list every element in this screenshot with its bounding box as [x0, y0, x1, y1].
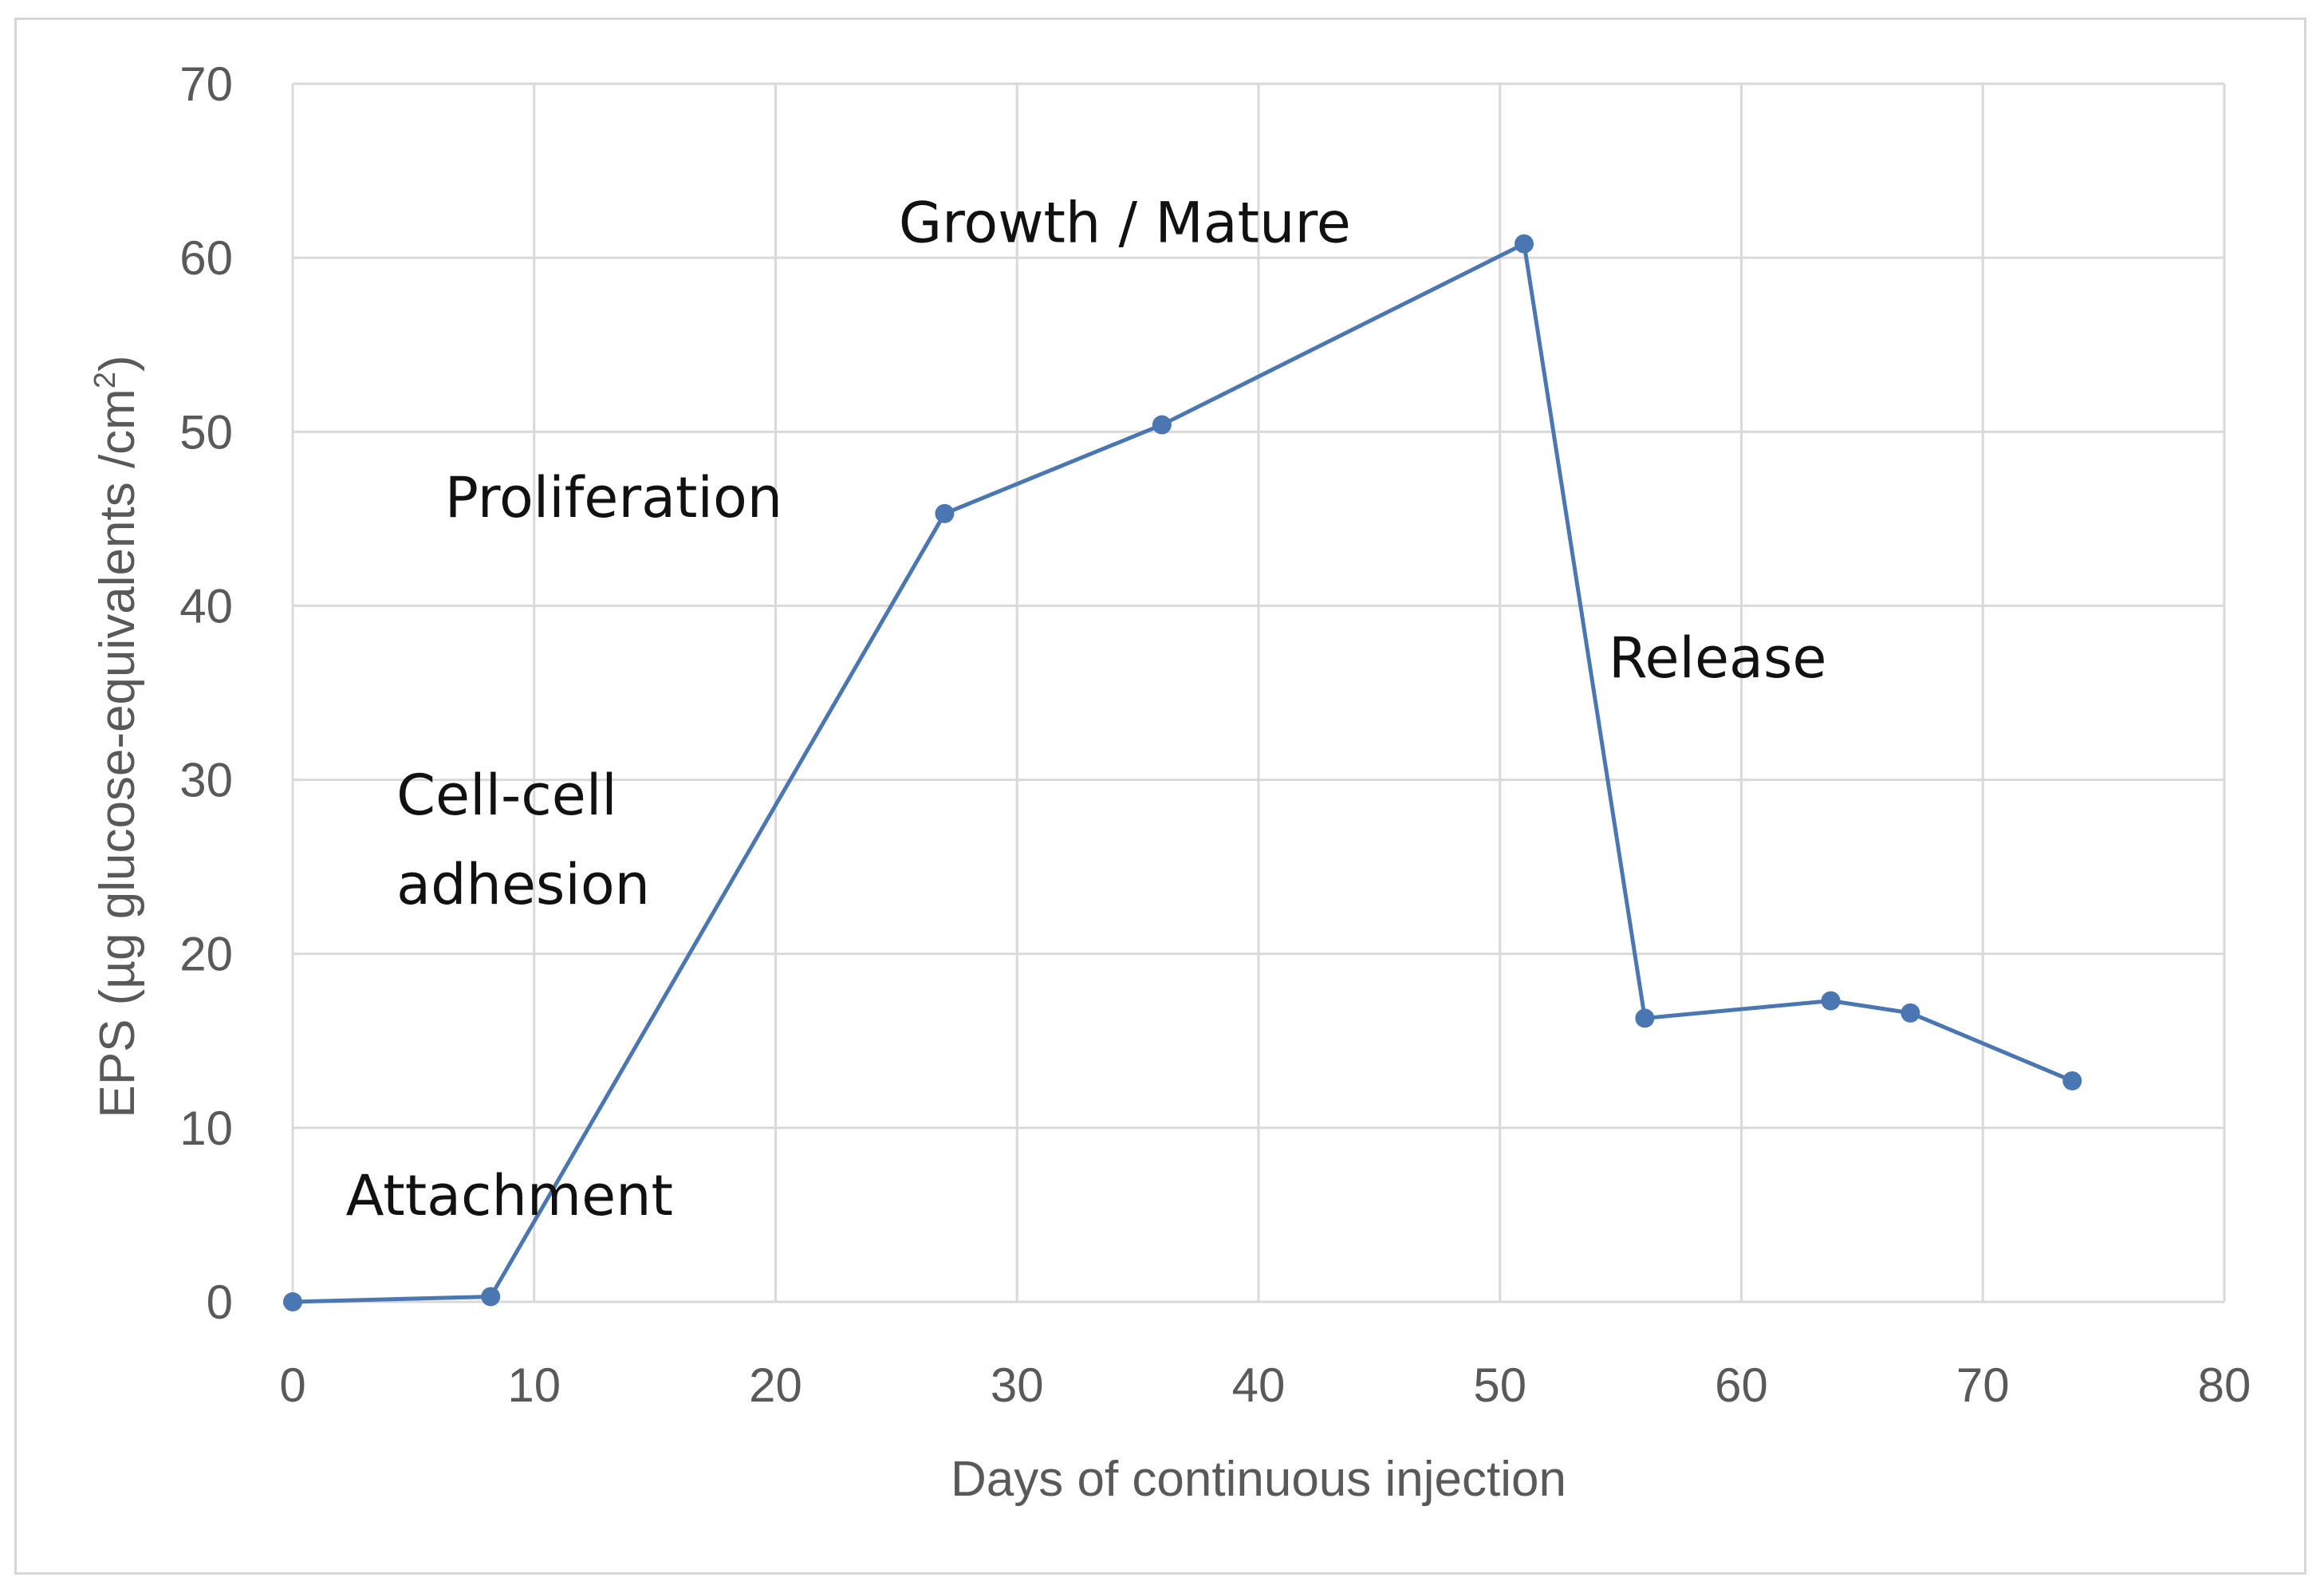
- x-axis-ticks: 0 10 20 30 40 50 60 70 80: [279, 1358, 2251, 1412]
- data-point: [2062, 1071, 2082, 1090]
- annotation-line: Cell-cell: [396, 763, 617, 828]
- data-point: [1901, 1003, 1920, 1023]
- y-tick-label: 10: [179, 1102, 233, 1155]
- data-point: [481, 1287, 501, 1307]
- x-tick-label: 10: [507, 1358, 561, 1412]
- y-tick-label: 50: [179, 405, 233, 459]
- x-tick-label: 40: [1232, 1358, 1286, 1412]
- series-layer: [283, 234, 2082, 1311]
- x-tick-label: 80: [2198, 1358, 2251, 1412]
- gridlines: [291, 82, 2226, 1303]
- y-tick-label: 70: [179, 57, 233, 111]
- y-axis-title: EPS (µg glucose-equivalents /cm2): [89, 355, 145, 1118]
- annotation-line: Growth / Mature: [899, 191, 1351, 256]
- data-point: [935, 503, 955, 523]
- annotation-line: Release: [1609, 625, 1827, 691]
- y-tick-label: 20: [179, 928, 233, 981]
- x-tick-label: 20: [749, 1358, 802, 1412]
- annotation-proliferation: Proliferation: [445, 465, 782, 530]
- annotation-line: adhesion: [396, 852, 650, 917]
- annotation-cell-cell-adhesion: Cell-cell adhesion: [396, 763, 650, 917]
- annotation-line: Attachment: [346, 1163, 673, 1228]
- x-tick-label: 60: [1715, 1358, 1768, 1412]
- x-tick-label: 0: [279, 1358, 305, 1412]
- data-point: [1152, 415, 1172, 435]
- y-tick-label: 0: [207, 1276, 233, 1329]
- y-tick-label: 30: [179, 754, 233, 807]
- data-point: [1635, 1008, 1655, 1028]
- annotation-release: Release: [1609, 625, 1827, 691]
- x-axis-title: Days of continuous injection: [951, 1452, 1566, 1507]
- y-tick-label: 40: [179, 579, 233, 633]
- x-tick-label: 70: [1956, 1358, 2010, 1412]
- annotation-attachment: Attachment: [346, 1163, 673, 1228]
- data-point: [1821, 991, 1841, 1011]
- y-tick-label: 60: [179, 231, 233, 285]
- chart-frame: [14, 18, 2306, 1575]
- annotation-growth-mature: Growth / Mature: [899, 191, 1351, 256]
- annotations: Attachment Cell-cell adhesion Proliferation…: [346, 191, 1827, 1228]
- y-axis-title-close: ): [90, 355, 145, 372]
- annotation-line: Proliferation: [445, 465, 782, 530]
- x-tick-label: 30: [991, 1358, 1044, 1412]
- x-tick-label: 50: [1473, 1358, 1526, 1412]
- y-axis-ticks: 0 10 20 30 40 50 60 70: [179, 57, 233, 1329]
- y-axis-title-superscript: 2: [89, 372, 122, 388]
- data-point: [1515, 234, 1534, 254]
- data-point: [283, 1292, 302, 1311]
- y-axis-title-main: EPS (µg glucose-equivalents /cm: [90, 388, 145, 1118]
